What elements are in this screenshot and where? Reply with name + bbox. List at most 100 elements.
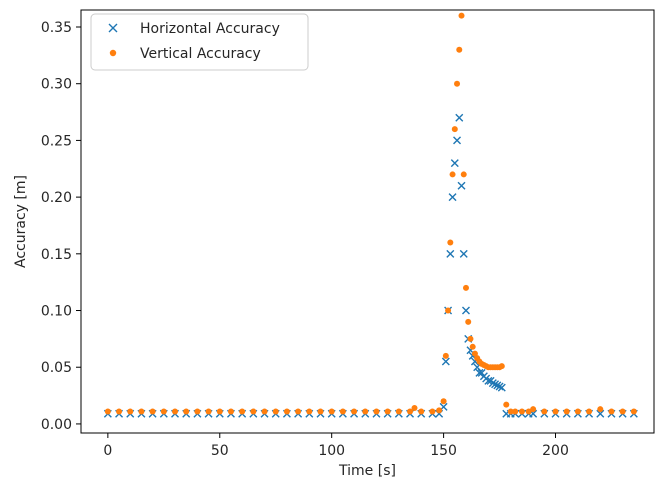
legend-marker-horizontal-accuracy — [108, 23, 118, 33]
horizontal-accuracy-point — [455, 113, 464, 122]
axes-frame — [80, 9, 655, 434]
vertical-accuracy-point — [272, 408, 279, 415]
vertical-accuracy-point — [442, 352, 449, 359]
vertical-accuracy-point — [619, 408, 626, 415]
vertical-accuracy-point — [194, 408, 201, 415]
horizontal-accuracy-point — [457, 181, 466, 190]
vertical-accuracy-point — [552, 408, 559, 415]
vertical-accuracy-point — [498, 363, 505, 370]
x-tick-label: 0 — [103, 443, 112, 459]
horizontal-accuracy-point — [459, 249, 468, 258]
vertical-accuracy-point — [541, 408, 548, 415]
vertical-accuracy-point — [306, 408, 313, 415]
vertical-accuracy-point — [471, 350, 478, 357]
vertical-accuracy-point — [436, 407, 443, 414]
horizontal-accuracy-point — [453, 136, 462, 145]
horizontal-accuracy-point — [497, 383, 506, 392]
vertical-accuracy-point — [261, 408, 268, 415]
vertical-accuracy-point — [449, 171, 456, 178]
vertical-accuracy-point — [574, 408, 581, 415]
legend-label-vertical-accuracy: Vertical Accuracy — [140, 46, 261, 62]
x-tick-label: 50 — [211, 443, 229, 459]
vertical-accuracy-point — [507, 408, 514, 415]
vertical-accuracy-point — [503, 401, 510, 408]
vertical-accuracy-point — [317, 408, 324, 415]
vertical-accuracy-point — [447, 239, 454, 246]
y-tick-label: 0.05 — [41, 360, 72, 376]
vertical-accuracy-point — [462, 284, 469, 291]
vertical-accuracy-point — [630, 408, 637, 415]
vertical-accuracy-point — [295, 408, 302, 415]
y-tick-label: 0.15 — [41, 247, 72, 263]
vertical-accuracy-point — [373, 408, 380, 415]
horizontal-accuracy-point — [475, 368, 484, 377]
vertical-accuracy-point — [429, 408, 436, 415]
vertical-accuracy-point — [227, 408, 234, 415]
y-tick-label: 0.20 — [41, 190, 72, 206]
y-tick-label: 0.30 — [41, 77, 72, 93]
horizontal-accuracy-point — [446, 249, 455, 258]
y-tick-label: 0.00 — [41, 417, 72, 433]
x-tick-label: 100 — [318, 443, 345, 459]
y-tick-label: 0.25 — [41, 133, 72, 149]
vertical-accuracy-point — [458, 12, 465, 19]
axes: 0 50 100 150 200 0.00 0.05 0.10 0.15 0.20 0.25 0.30… — [41, 9, 655, 459]
legend-box — [90, 13, 309, 71]
horizontal-accuracy-point — [495, 382, 504, 391]
vertical-accuracy-point — [518, 408, 525, 415]
vertical-accuracy-point — [351, 408, 358, 415]
legend-marker-vertical-accuracy — [109, 49, 117, 57]
vertical-accuracy-point — [407, 408, 414, 415]
horizontal-accuracy-point — [448, 193, 457, 202]
vertical-accuracy-point — [183, 408, 190, 415]
vertical-accuracy-point — [460, 171, 467, 178]
legend: Horizontal Accuracy Vertical Accuracy — [90, 13, 309, 71]
vertical-accuracy-point — [454, 80, 461, 87]
x-axis-label: Time [s] — [338, 463, 396, 479]
vertical-accuracy-point — [597, 406, 604, 413]
x-tick-label: 150 — [430, 443, 457, 459]
vertical-accuracy-point — [586, 408, 593, 415]
vertical-accuracy-point — [525, 408, 532, 415]
vertical-accuracy-point — [512, 408, 519, 415]
vertical-accuracy-point — [205, 408, 212, 415]
vertical-accuracy-point — [411, 405, 418, 412]
y-tick-label: 0.10 — [41, 304, 72, 320]
vertical-accuracy-point — [104, 408, 111, 415]
vertical-accuracy-point — [451, 126, 458, 133]
horizontal-accuracy-point — [488, 379, 497, 388]
vertical-accuracy-point — [467, 335, 474, 342]
plot-area — [103, 12, 638, 418]
horizontal-accuracy-point — [441, 357, 450, 366]
vertical-accuracy-point — [283, 408, 290, 415]
vertical-accuracy-point — [328, 408, 335, 415]
vertical-accuracy-point — [418, 408, 425, 415]
vertical-accuracy-point — [469, 343, 476, 350]
horizontal-accuracy-point — [491, 380, 500, 389]
vertical-accuracy-point — [116, 408, 123, 415]
vertical-accuracy-point — [149, 408, 156, 415]
vertical-accuracy-point — [440, 398, 447, 405]
horizontal-accuracy-point — [461, 306, 470, 315]
y-tick-label: 0.35 — [41, 20, 72, 36]
vertical-accuracy-point — [362, 408, 369, 415]
horizontal-accuracy-point — [450, 159, 459, 168]
x-tick-label: 200 — [542, 443, 569, 459]
vertical-accuracy-point — [395, 408, 402, 415]
vertical-accuracy-point — [216, 408, 223, 415]
vertical-accuracy-point — [530, 406, 537, 413]
vertical-accuracy-point — [239, 408, 246, 415]
vertical-accuracy-point — [465, 318, 472, 325]
vertical-accuracy-point — [563, 408, 570, 415]
legend-label-horizontal-accuracy: Horizontal Accuracy — [140, 21, 280, 37]
series-vertical-accuracy — [104, 12, 637, 415]
horizontal-accuracy-point — [484, 376, 493, 385]
y-axis-label: Accuracy [m] — [13, 175, 29, 268]
horizontal-accuracy-point — [596, 409, 605, 418]
horizontal-accuracy-point — [493, 381, 502, 390]
vertical-accuracy-point — [250, 408, 257, 415]
vertical-accuracy-point — [384, 408, 391, 415]
vertical-accuracy-point — [172, 408, 179, 415]
vertical-accuracy-point — [339, 408, 346, 415]
